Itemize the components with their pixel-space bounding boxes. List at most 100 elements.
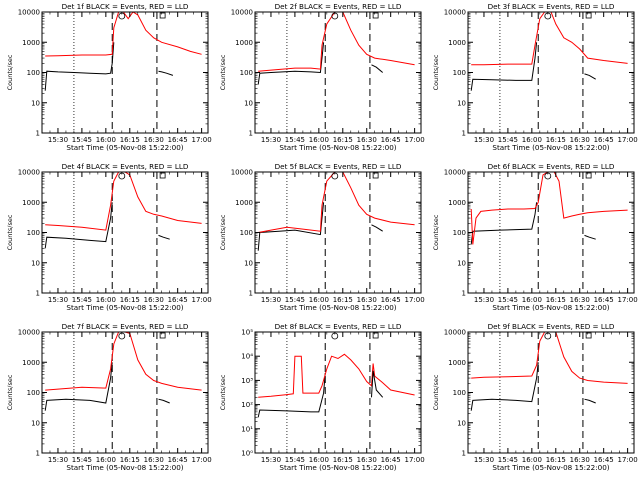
x-tick-label: 16:45 [594,456,614,464]
marker-square-icon [585,12,592,19]
marker-square-icon [585,172,592,179]
x-tick-label: 16:00 [522,456,542,464]
x-tick-label: 17:00 [618,296,638,304]
x-tick-label: 17:00 [618,456,638,464]
chart-det5f: Det 5f BLACK = Events, RED = LLD 1 10 100 10… [219,162,425,312]
x-tick-label: 15:30 [261,296,281,304]
y-axis-label: Counts/sec [6,54,14,90]
x-tick-label: 17:00 [405,136,425,144]
y-tick-label: 1 [462,450,466,458]
y-tick-label: 10000 [444,9,466,17]
x-tick-label: 17:00 [192,456,212,464]
x-tick-label: 16:45 [381,136,401,144]
y-tick-label: 1 [249,290,253,298]
chart-det6f: Det 6f BLACK = Events, RED = LLD 1 10 100 10… [432,162,638,312]
y-tick-label: 10⁴ [241,353,253,361]
y-tick-label: 1000 [22,39,40,47]
plot-frame [41,171,209,294]
x-tick-label: 16:15 [546,296,566,304]
x-axis-label: Start Time (05-Nov-08 15:22:00) [279,463,396,472]
events-segment-series-line [371,370,384,398]
x-tick-label: 17:00 [405,296,425,304]
x-tick-label: 16:00 [522,136,542,144]
plot-frame [467,171,635,294]
y-tick-label: 10000 [231,9,253,17]
x-tick-label: 16:15 [333,456,353,464]
y-tick-label: 100 [27,229,40,237]
y-axis-label: Counts/sec [6,374,14,410]
x-tick-label: 16:00 [309,296,329,304]
plot-frame [467,11,635,134]
y-tick-label: 10⁰ [241,450,253,458]
chart-title: Det 6f BLACK = Events, RED = LLD [488,162,615,171]
x-tick-label: 16:00 [309,456,329,464]
x-axis-label: Start Time (05-Nov-08 15:22:00) [66,463,183,472]
events-series-line [44,362,113,411]
x-tick-label: 16:15 [333,136,353,144]
lld-series-line [45,332,202,391]
x-tick-label: 16:45 [381,296,401,304]
x-tick-label: 16:45 [381,456,401,464]
x-tick-label: 15:45 [498,456,518,464]
events-segment-series-line [158,70,174,76]
x-tick-label: 16:00 [96,136,116,144]
y-tick-label: 1000 [22,359,40,367]
y-tick-label: 100 [453,69,466,77]
y-tick-label: 10000 [444,169,466,177]
marker-square-icon [585,332,592,339]
x-tick-label: 16:45 [594,136,614,144]
y-tick-label: 10000 [18,9,40,17]
events-series-line [257,373,326,418]
x-tick-label: 15:30 [48,296,68,304]
chart-title: Det 9f BLACK = Events, RED = LLD [488,322,615,331]
chart-det9f: Det 9f BLACK = Events, RED = LLD 1 10 100 10… [432,322,638,472]
y-axis-label: Counts/sec [219,214,227,250]
lld-series-line [45,172,202,231]
chart-title: Det 2f BLACK = Events, RED = LLD [275,2,402,11]
x-tick-label: 16:30 [144,136,164,144]
events-segment-series-line [584,234,596,240]
marker-square-icon [372,332,379,339]
y-axis-label: Counts/sec [432,54,440,90]
lld-series-line [258,12,415,72]
x-tick-label: 16:30 [144,296,164,304]
x-tick-label: 16:15 [546,456,566,464]
chart-det1f: Det 1f BLACK = Events, RED = LLD 1 10 100 10… [6,2,212,152]
x-tick-label: 15:45 [498,136,518,144]
plot-frame [254,331,422,454]
y-tick-label: 10 [31,419,40,427]
x-tick-label: 15:45 [72,296,92,304]
lld-series-line [258,172,415,233]
plot-frame [41,331,209,454]
lld-series-line [45,12,202,57]
y-tick-label: 100 [453,229,466,237]
events-segment-series-line [371,64,384,73]
x-axis-label: Start Time (05-Nov-08 15:22:00) [279,143,396,152]
y-tick-label: 10 [31,259,40,267]
events-series-line [257,42,325,85]
y-tick-label: 10000 [231,169,253,177]
x-tick-label: 16:45 [168,136,188,144]
x-tick-label: 17:00 [192,296,212,304]
marker-square-icon [159,12,166,19]
y-tick-label: 1 [462,290,466,298]
lld-series-line [471,12,628,66]
x-tick-label: 16:00 [96,296,116,304]
events-series-line [44,42,115,91]
events-segment-series-line [158,234,170,240]
y-tick-label: 10000 [18,329,40,337]
lld-series-line [471,332,628,384]
x-tick-label: 16:00 [309,136,329,144]
x-tick-label: 15:45 [285,136,305,144]
chart-det2f: Det 2f BLACK = Events, RED = LLD 1 10 100 10… [219,2,425,152]
y-axis-label: Counts/sec [219,374,227,410]
y-tick-label: 10 [244,259,253,267]
x-tick-label: 16:45 [168,456,188,464]
y-tick-label: 10⁵ [241,329,253,337]
marker-square-icon [159,332,166,339]
chart-title: Det 8f BLACK = Events, RED = LLD [275,322,402,331]
y-tick-label: 100 [27,389,40,397]
y-axis-label: Counts/sec [6,214,14,250]
x-tick-label: 16:45 [168,296,188,304]
